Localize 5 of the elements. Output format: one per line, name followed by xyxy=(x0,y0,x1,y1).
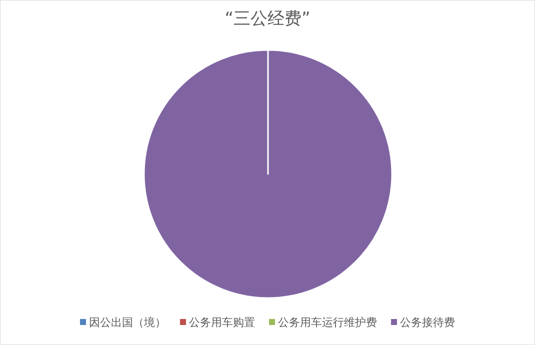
legend-label: 公务接待费 xyxy=(400,316,455,329)
chart-title: “三公经费” xyxy=(224,9,310,29)
legend-label: 公务用车运行维护费 xyxy=(278,316,377,329)
legend-label: 因公出国（境） xyxy=(89,316,166,329)
legend-label: 公务用车购置 xyxy=(189,316,255,329)
